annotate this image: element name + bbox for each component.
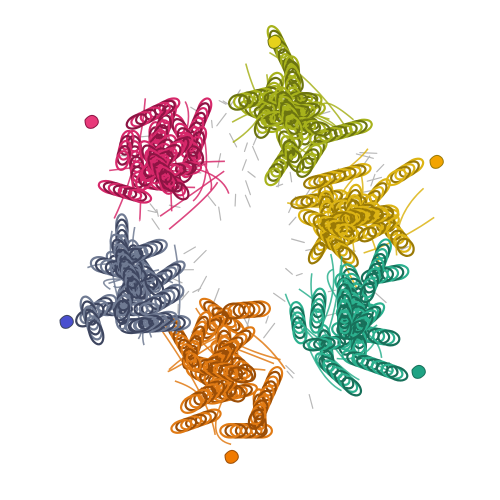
chain-yellow xyxy=(287,148,444,290)
chain-orange xyxy=(158,297,286,464)
chain-pink xyxy=(84,97,230,230)
chain-olive xyxy=(228,25,373,187)
chain-teal xyxy=(284,238,426,397)
chain-slate xyxy=(59,213,192,346)
